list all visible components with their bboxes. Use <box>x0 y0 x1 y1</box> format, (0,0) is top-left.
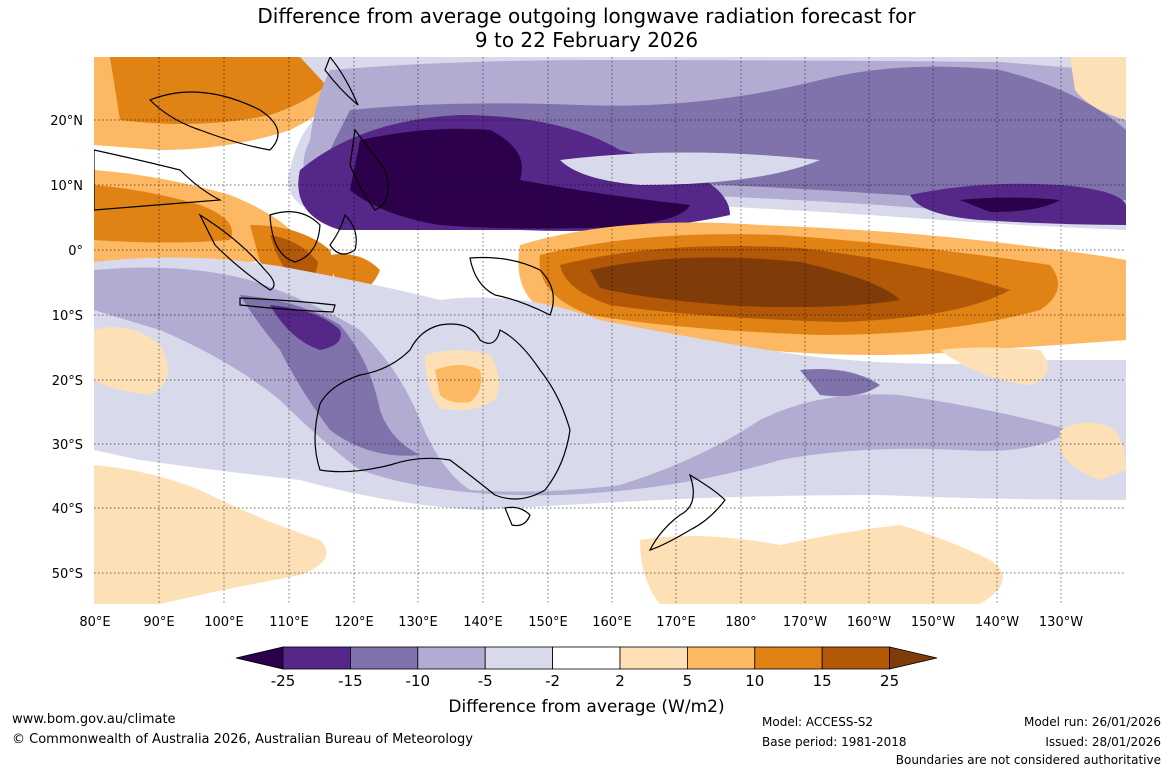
lon-label: 160°W <box>847 615 891 630</box>
sumatra-coastline <box>198 213 275 291</box>
colorbar <box>235 646 938 670</box>
model-name: Model: ACCESS-S2 <box>762 715 874 729</box>
colorbar-segment <box>619 646 688 670</box>
colorbar-arrow-high <box>889 646 938 670</box>
colorbar-tick-label: -2 <box>545 672 560 690</box>
lon-label: 110°E <box>269 615 309 630</box>
lon-label: 140°W <box>975 615 1019 630</box>
lon-label: 150°W <box>911 615 955 630</box>
colorbar-tick-label: 2 <box>615 672 625 690</box>
lat-label: 20°N <box>50 114 83 129</box>
boundaries-disclaimer: Boundaries are not considered authoritat… <box>895 753 1161 767</box>
lon-label: 80°E <box>79 615 110 630</box>
colorbar-segment <box>754 646 823 670</box>
colorbar-tick-label: 5 <box>683 672 693 690</box>
model-run-date: Model run: 26/01/2026 <box>1023 715 1161 729</box>
asia-coastline <box>148 91 279 151</box>
lon-label: 130°W <box>1039 615 1083 630</box>
australia-coastline <box>314 323 571 500</box>
lat-label: 10°N <box>50 179 83 194</box>
java-coastline <box>239 297 336 313</box>
lon-label: 150°E <box>528 615 568 630</box>
lon-label: 130°E <box>398 615 438 630</box>
colorbar-tick-label: -5 <box>478 672 493 690</box>
colorbar-tick-label: -25 <box>271 672 296 690</box>
colorbar-segment <box>821 646 891 670</box>
latitude-labels: 20°N 10°N 0° 10°S 20°S 30°S 40°S 50°S <box>50 114 83 582</box>
taiwan-coastline <box>324 57 359 106</box>
colorbar-tick-label: 10 <box>745 672 764 690</box>
borneo-coastline <box>269 211 321 263</box>
colorbar-tick-label: 25 <box>880 672 899 690</box>
longitude-labels: 80°E 90°E 100°E 110°E 120°E 130°E 140°E … <box>79 615 1083 630</box>
map-title-line1: Difference from average outgoing longwav… <box>257 4 916 28</box>
lon-label: 140°E <box>463 615 503 630</box>
lat-label: 0° <box>68 244 83 259</box>
lon-label: 90°E <box>143 615 174 630</box>
colorbar-segment <box>484 646 554 670</box>
colorbar-tick-label: -10 <box>406 672 431 690</box>
tasmania-coastline <box>504 506 531 527</box>
colorbar-segment <box>687 646 756 670</box>
colorbar-segment <box>349 646 419 670</box>
lon-label: 100°E <box>204 615 244 630</box>
philippines-coastline <box>349 128 389 211</box>
anomaly-field <box>94 57 1126 604</box>
colorbar-tick-label: 15 <box>813 672 832 690</box>
lon-label: 120°E <box>334 615 374 630</box>
base-period: Base period: 1981-2018 <box>762 735 907 749</box>
lon-label: 170°W <box>783 615 827 630</box>
new-zealand-coastline <box>648 473 726 552</box>
graticule <box>94 57 1126 604</box>
lat-label: 50°S <box>52 567 83 582</box>
copyright-text: © Commonwealth of Australia 2026, Austra… <box>12 732 473 747</box>
colorbar-arrow-low <box>235 646 284 670</box>
sulawesi-coastline <box>329 213 357 255</box>
lon-label: 180° <box>725 615 756 630</box>
colorbar-segment <box>417 646 486 670</box>
colorbar-tick-labels: -25 -15 -10 -5 -2 2 5 10 15 25 <box>271 672 899 690</box>
lat-label: 10°S <box>52 309 83 324</box>
lon-label: 160°E <box>592 615 632 630</box>
olr-anomaly-map: 20°N 10°N 0° 10°S 20°S 30°S 40°S 50°S 80… <box>50 57 1126 690</box>
map-title-line2: 9 to 22 February 2026 <box>474 28 699 52</box>
lon-label: 170°E <box>656 615 696 630</box>
colorbar-label: Difference from average (W/m2) <box>448 697 725 717</box>
colorbar-segment <box>552 646 621 670</box>
indochina-coastline <box>94 149 223 211</box>
issued-date: Issued: 28/01/2026 <box>1045 735 1161 749</box>
lat-label: 20°S <box>52 374 83 389</box>
lat-label: 40°S <box>52 502 83 517</box>
lat-label: 30°S <box>52 438 83 453</box>
colorbar-segment <box>282 646 351 670</box>
website-link[interactable]: www.bom.gov.au/climate <box>12 712 176 727</box>
colorbar-tick-label: -15 <box>338 672 363 690</box>
